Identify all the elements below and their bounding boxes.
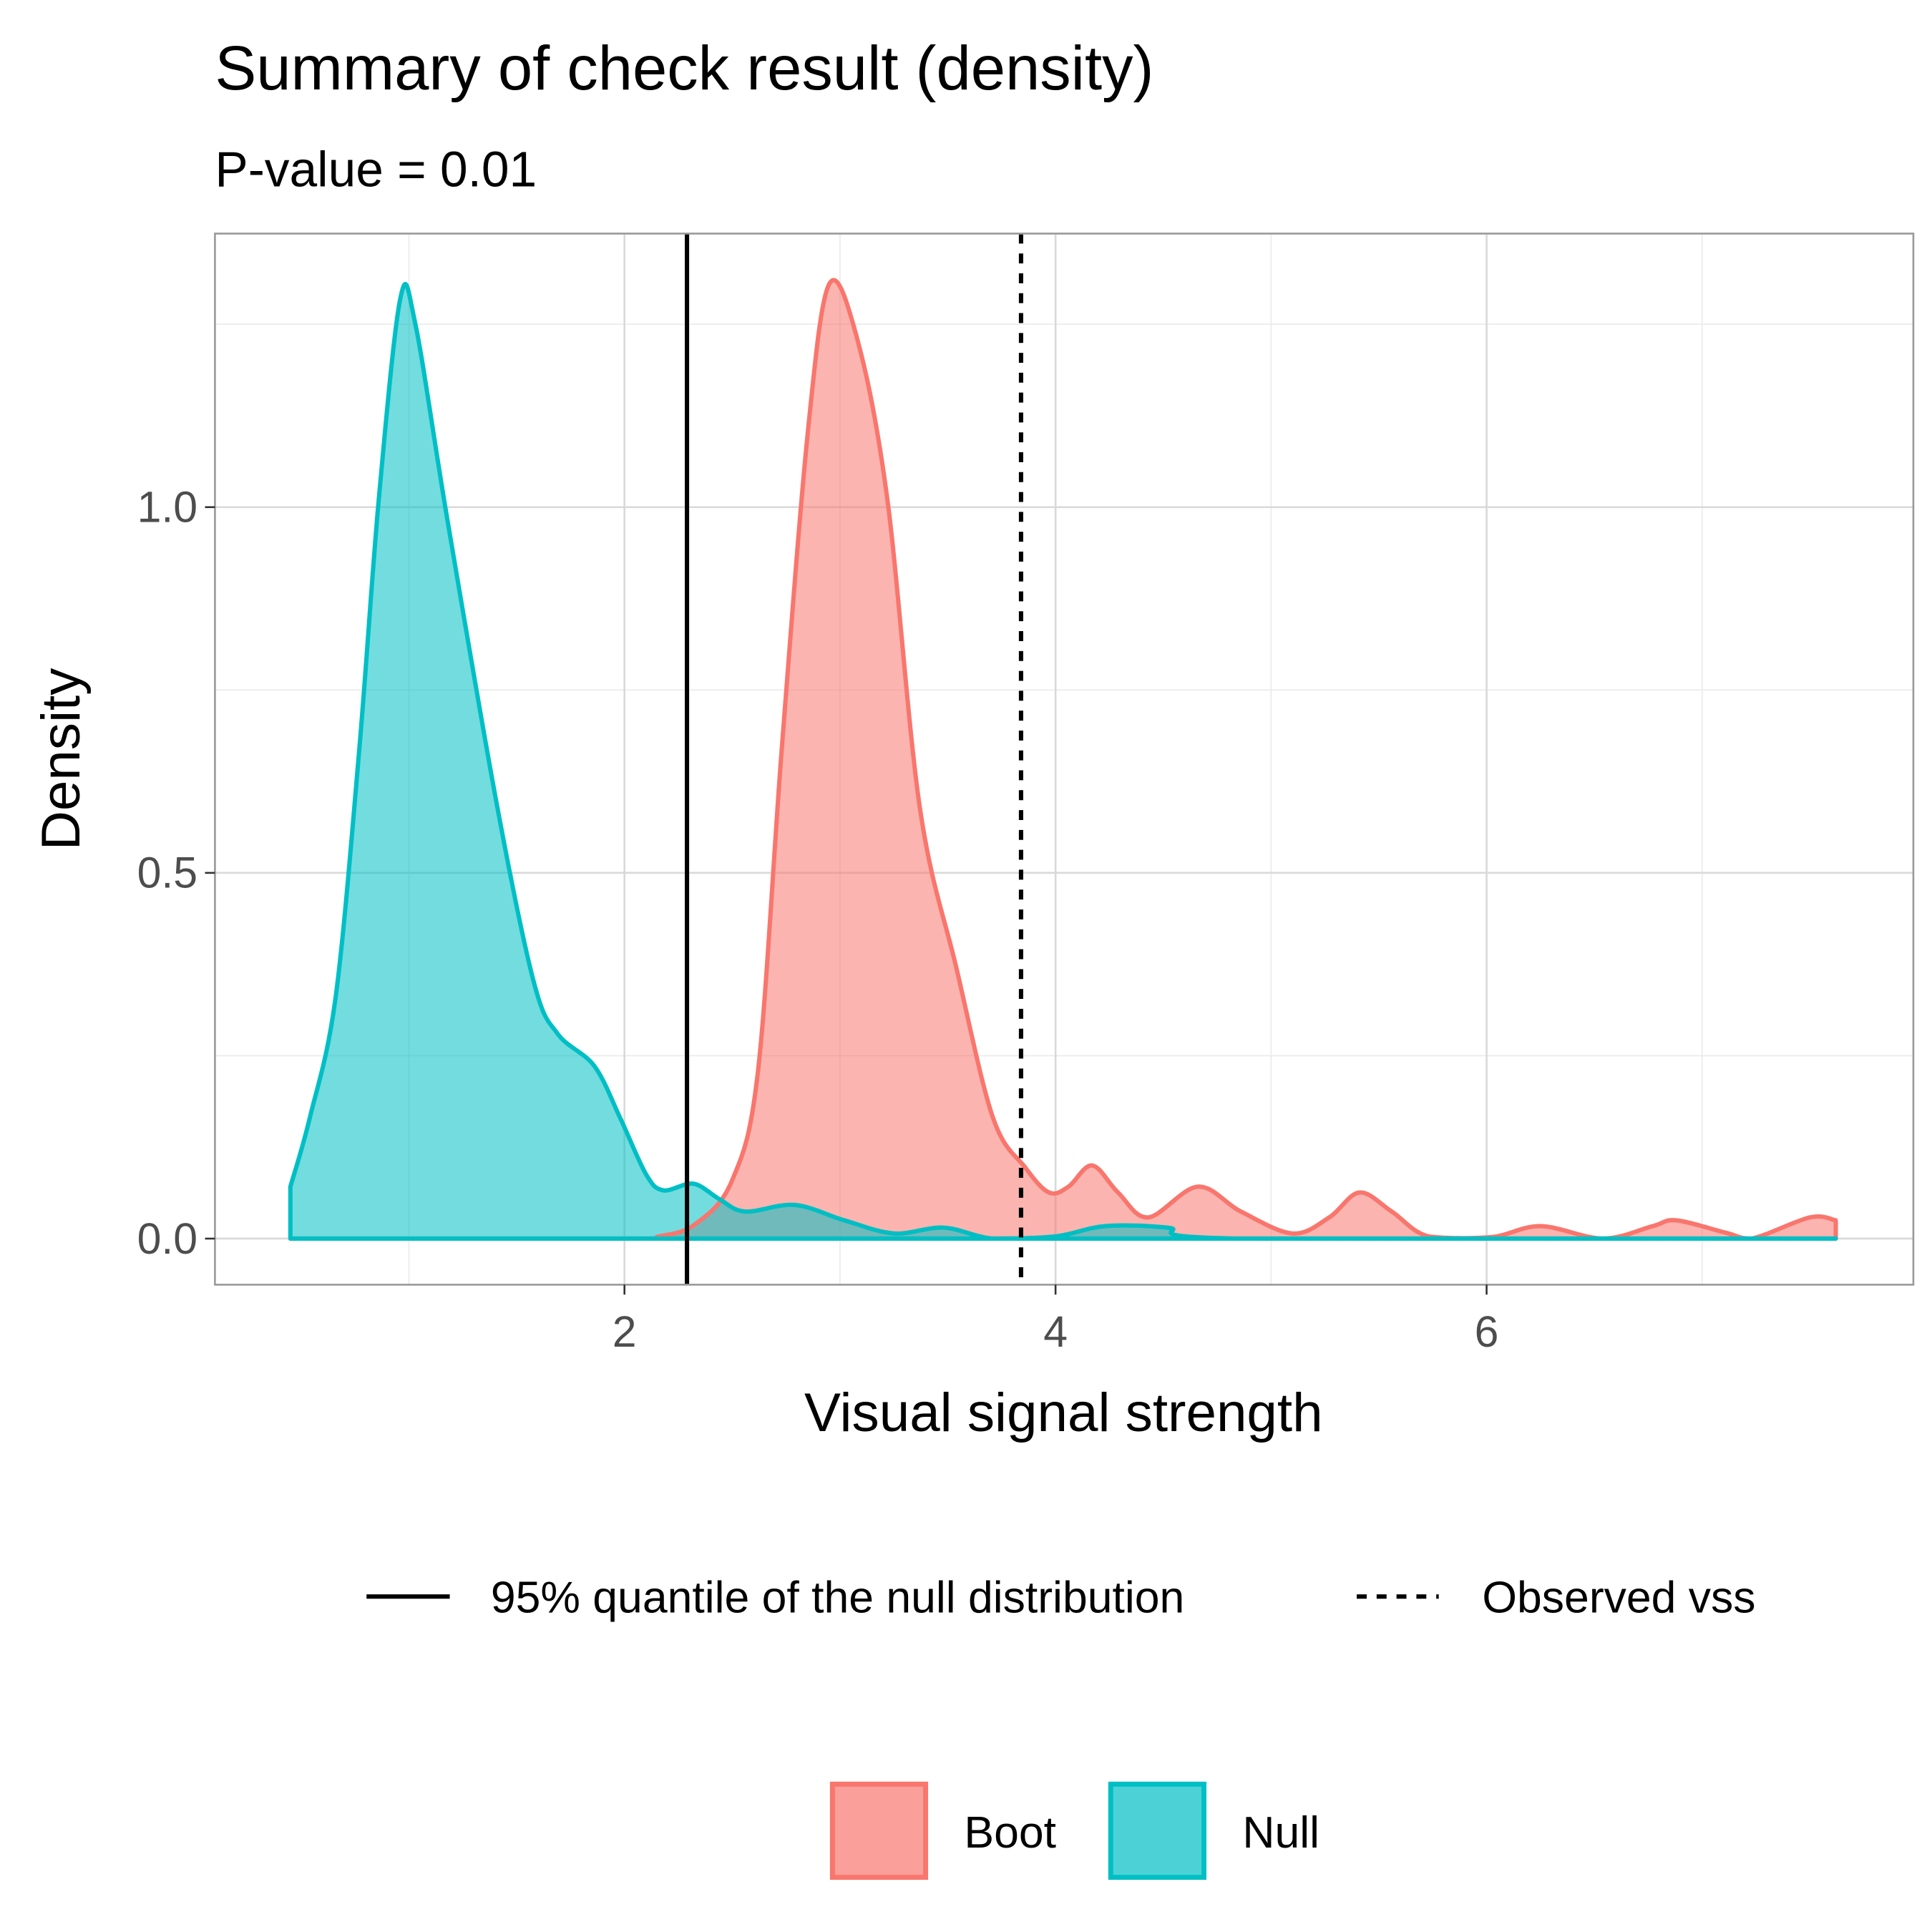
reference-lines (685, 233, 1023, 1285)
x-tick-label: 2 (613, 1307, 637, 1356)
legend-label-quantile: 95% quantile of the null distribution (491, 1573, 1184, 1623)
density-area-null (290, 283, 1836, 1239)
legend-key-boot (829, 1781, 929, 1880)
chart-subtitle: P-value = 0.01 (215, 141, 537, 197)
y-tick-label: 1.0 (137, 483, 197, 532)
density-areas (288, 278, 1838, 1241)
y-axis-label: Density (31, 668, 92, 850)
axis-ticks: 2 4 6 0.0 0.5 1.0 (137, 483, 1499, 1357)
x-tick-label: 6 (1475, 1307, 1499, 1356)
legend-label-observed: Observed vss (1482, 1573, 1755, 1623)
chart-title: Summary of check result (density) (215, 34, 1153, 103)
y-tick-label: 0.5 (137, 849, 197, 897)
line-legend: 95% quantile of the null distribution Ob… (366, 1573, 1756, 1623)
x-axis-label: Visual signal strength (804, 1382, 1323, 1443)
legend-key-null (1108, 1781, 1206, 1880)
density-outline-boot (288, 278, 1838, 1241)
fill-legend: Boot Null (829, 1781, 1319, 1880)
density-outline-null (288, 281, 1838, 1241)
panel-border (214, 233, 1915, 1286)
y-tick-label: 0.0 (137, 1214, 197, 1263)
x-tick-label: 4 (1043, 1307, 1068, 1356)
legend-label-null: Null (1242, 1807, 1319, 1858)
legend-label-boot: Boot (964, 1807, 1056, 1858)
